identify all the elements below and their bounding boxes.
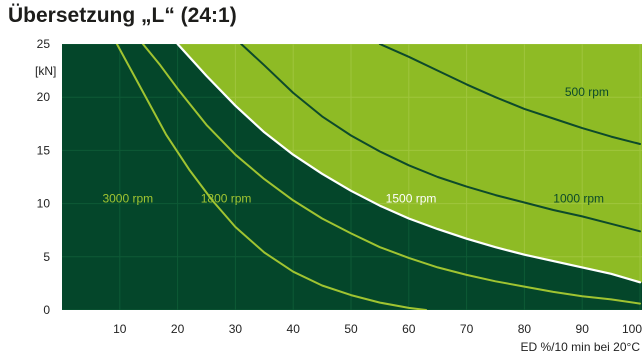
x-axis-label: ED %/10 min bei 20°C xyxy=(520,340,640,354)
y-tick-label: 0 xyxy=(43,303,50,317)
y-tick-label: 20 xyxy=(37,90,51,104)
series-label-1000-rpm: 1000 rpm xyxy=(553,191,604,205)
chart-title: Übersetzung „L“ (24:1) xyxy=(8,4,237,27)
y-tick-label: 10 xyxy=(37,197,51,211)
series-line-3000-rpm xyxy=(115,44,428,310)
series-label-3000-rpm: 3000 rpm xyxy=(102,191,153,205)
x-tick-label: 90 xyxy=(576,322,590,336)
series-line-1000-rpm xyxy=(240,44,641,233)
y-tick-label: 25 xyxy=(37,37,51,51)
series-line-1500-rpm xyxy=(176,44,642,284)
series-label-1500-rpm: 1500 rpm xyxy=(386,191,437,205)
x-tick-label: 60 xyxy=(402,322,416,336)
series-line-1800-rpm xyxy=(141,44,641,305)
y-axis-unit-label: [kN] xyxy=(35,64,56,78)
series-label-500-rpm: 500 rpm xyxy=(565,85,609,99)
series-label-1800-rpm: 1800 rpm xyxy=(201,191,252,205)
x-tick-label: 50 xyxy=(344,322,358,336)
x-tick-label: 30 xyxy=(229,322,243,336)
y-tick-label: 15 xyxy=(37,143,51,157)
x-tick-label: 20 xyxy=(171,322,185,336)
x-tick-label: 40 xyxy=(287,322,301,336)
x-tick-label: 70 xyxy=(460,322,474,336)
x-tick-label: 100 xyxy=(622,322,642,336)
x-tick-label: 10 xyxy=(113,322,127,336)
y-tick-label: 5 xyxy=(43,250,50,264)
x-tick-label: 80 xyxy=(518,322,532,336)
series-line-500-rpm xyxy=(378,44,641,145)
